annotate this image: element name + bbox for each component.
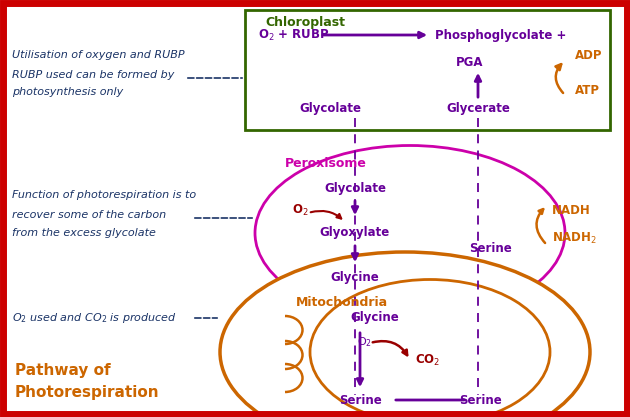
Text: Glycine: Glycine <box>331 271 379 284</box>
Text: ADP: ADP <box>575 48 602 61</box>
Text: photosynthesis only: photosynthesis only <box>12 87 123 97</box>
Text: O$_2$ used and CO$_2$ is produced: O$_2$ used and CO$_2$ is produced <box>12 311 177 325</box>
Ellipse shape <box>220 252 590 417</box>
Text: Glycerate: Glycerate <box>446 101 510 115</box>
Ellipse shape <box>255 146 565 321</box>
Text: Function of photorespiration is to: Function of photorespiration is to <box>12 190 196 200</box>
Text: Mitochondria: Mitochondria <box>296 296 388 309</box>
Text: NADH$_2$: NADH$_2$ <box>552 231 597 246</box>
Text: Glycolate: Glycolate <box>324 181 386 194</box>
Text: CO$_2$: CO$_2$ <box>415 352 440 367</box>
Text: Peroxisome: Peroxisome <box>285 156 367 169</box>
Text: Phosphoglycolate +: Phosphoglycolate + <box>435 28 566 42</box>
Text: O$_2$: O$_2$ <box>292 202 308 218</box>
Text: Pathway of: Pathway of <box>15 362 111 377</box>
Text: Serine: Serine <box>459 394 501 407</box>
Text: O$_2$ + RUBP: O$_2$ + RUBP <box>258 28 329 43</box>
Text: Photorespiration: Photorespiration <box>15 385 159 400</box>
Text: PGA: PGA <box>456 55 484 68</box>
Text: Chloroplast: Chloroplast <box>265 15 345 28</box>
Text: RUBP used can be formed by: RUBP used can be formed by <box>12 70 175 80</box>
Text: Serine: Serine <box>469 241 512 254</box>
Text: ATP: ATP <box>575 83 600 96</box>
Text: NADH: NADH <box>552 203 591 216</box>
Text: Serine: Serine <box>339 394 381 407</box>
Text: recover some of the carbon: recover some of the carbon <box>12 210 166 220</box>
Text: Glycine: Glycine <box>351 311 399 324</box>
Ellipse shape <box>310 279 550 417</box>
Text: O$_2$: O$_2$ <box>357 335 372 349</box>
Text: from the excess glycolate: from the excess glycolate <box>12 228 156 238</box>
Text: Glyoxylate: Glyoxylate <box>320 226 390 239</box>
Text: Glycolate: Glycolate <box>299 101 361 115</box>
FancyBboxPatch shape <box>245 10 610 130</box>
Text: Utilisation of oxygen and RUBP: Utilisation of oxygen and RUBP <box>12 50 185 60</box>
